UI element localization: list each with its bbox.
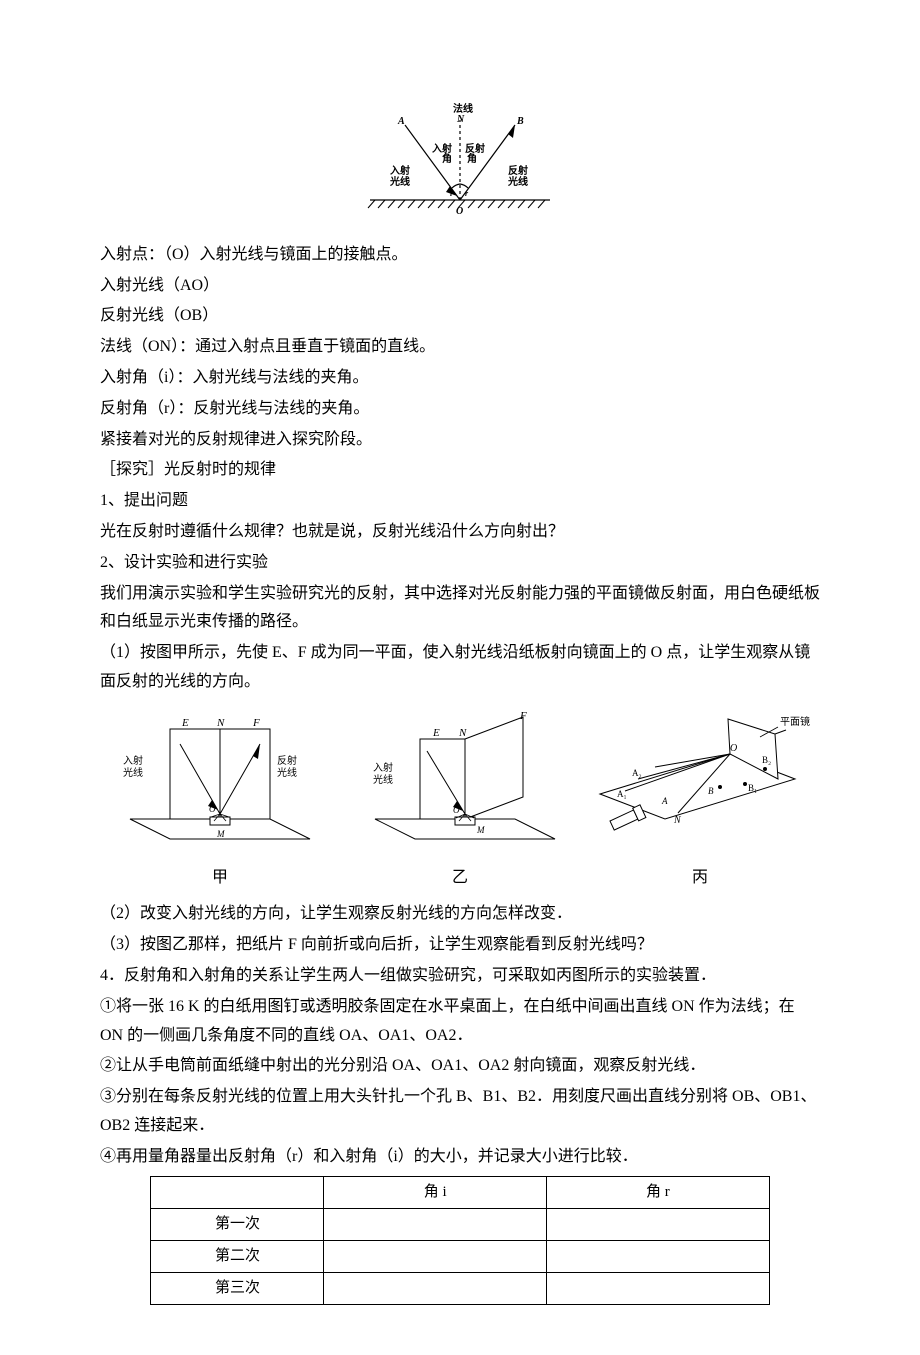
definition-incident-ray: 入射光线（AO） [100,272,820,301]
table-row: 第一次 [151,1208,769,1240]
definition-incidence-point: 入射点：（O）入射光线与镜面上的接触点。 [100,241,820,270]
step-2-sub3: （3）按图乙那样，把纸片 F 向前折或向后折，让学生观察能看到反射光线吗？ [100,931,820,960]
caption-jia: 甲 [100,864,340,893]
svg-text:B₁: B₁ [748,783,757,793]
svg-text:反射: 反射 [277,755,297,767]
svg-text:E: E [432,727,440,739]
cell-i-2 [324,1240,547,1272]
label-ref-angle-2: 角 [467,152,477,165]
transition-text: 紧接着对光的反射规律进入探究阶段。 [100,426,820,455]
step-2-sub1: （1）按图甲所示，先使 E、F 成为同一平面，使入射光线沿纸板射向镜面上的 O … [100,639,820,697]
svg-text:A₂: A₂ [632,768,642,778]
table-header-r: 角 r [547,1176,770,1208]
label-N: N [456,114,465,125]
table-row: 第三次 [151,1272,769,1304]
svg-text:A₁: A₁ [617,789,627,799]
caption-yi: 乙 [340,864,580,893]
svg-text:光线: 光线 [277,766,297,779]
svg-text:O: O [453,805,460,815]
diagram-captions: 甲 乙 丙 [100,864,820,893]
label-ref-ray-2: 光线 [507,175,528,188]
diagram-bing: 平面镜 O N A₁ A₂ A B B₁ B₂ [580,709,820,860]
svg-text:入射: 入射 [373,762,393,774]
svg-text:M: M [216,829,225,839]
label-A: A [397,116,405,127]
diagram-jia: E N F O M 入射 光线 反射 光线 [100,709,340,860]
definition-normal: 法线（ON）：通过入射点且垂直于镜面的直线。 [100,333,820,362]
reflection-law-diagram: 法线 N A B 入射 角 反射 角 入射 光线 反射 光线 i r O [100,100,820,231]
svg-text:E: E [181,717,189,729]
table-header-blank [151,1176,324,1208]
row-label-1: 第一次 [151,1208,324,1240]
label-r: r [465,189,469,198]
step-4-sub1: ①将一张 16 K 的白纸用图钉或透明胶条固定在水平桌面上，在白纸中间画出直线 … [100,993,820,1051]
svg-text:光线: 光线 [123,766,143,779]
step-2-sub2: （2）改变入射光线的方向，让学生观察反射光线的方向怎样改变． [100,900,820,929]
label-inc-ray-1: 入射 [390,164,410,177]
svg-text:B₂: B₂ [762,755,771,765]
step-4-sub3: ③分别在每条反射光线的位置上用大头针扎一个孔 B、B1、B2．用刻度尺画出直线分… [100,1083,820,1141]
svg-text:O: O [730,743,737,754]
label-ref-ray-1: 反射 [508,164,528,177]
step-2-intro: 我们用演示实验和学生实验研究光的反射，其中选择对光反射能力强的平面镜做反射面，用… [100,580,820,638]
label-inc-angle-2: 角 [442,152,452,165]
cell-i-1 [324,1208,547,1240]
caption-bing: 丙 [580,864,820,893]
label-O: O [456,206,463,217]
cell-r-3 [547,1272,770,1304]
label-inc-ray-2: 光线 [389,175,410,188]
step-4-sub4: ④再用量角器量出反射角（r）和入射角（i）的大小，并记录大小进行比较． [100,1143,820,1172]
step-2-heading: 2、设计实验和进行实验 [100,549,820,578]
svg-text:N: N [458,727,467,739]
step-4-intro: 4．反射角和入射角的关系让学生两人一组做实验研究，可采取如丙图所示的实验装置． [100,962,820,991]
definition-reflection-angle: 反射角（r）：反射光线与法线的夹角。 [100,395,820,424]
label-B: B [516,116,524,127]
section-explore-heading: ［探究］光反射时的规律 [100,456,820,485]
diagram-yi: E N F O M 入射 光线 [340,709,580,860]
svg-text:光线: 光线 [373,773,393,786]
svg-text:B: B [708,786,714,796]
step-4-sub2: ②让从手电筒前面纸缝中射出的光分别沿 OA、OA1、OA2 射向镜面，观察反射光… [100,1052,820,1081]
svg-text:入射: 入射 [123,755,143,767]
svg-text:平面镜: 平面镜 [780,715,810,728]
row-label-3: 第三次 [151,1272,324,1304]
definition-reflected-ray: 反射光线（OB） [100,302,820,331]
table-header-i: 角 i [324,1176,547,1208]
svg-text:O: O [209,804,216,814]
svg-text:N: N [673,815,682,826]
svg-text:F: F [252,717,260,729]
step-1-heading: 1、提出问题 [100,487,820,516]
table-row: 第二次 [151,1240,769,1272]
cell-r-2 [547,1240,770,1272]
experiment-diagrams-row: E N F O M 入射 光线 反射 光线 [100,709,820,860]
cell-r-1 [547,1208,770,1240]
svg-text:M: M [476,825,485,835]
definition-incidence-angle: 入射角（i）：入射光线与法线的夹角。 [100,364,820,393]
svg-text:A: A [661,796,668,806]
svg-text:N: N [216,717,225,729]
cell-i-3 [324,1272,547,1304]
row-label-2: 第二次 [151,1240,324,1272]
svg-text:F: F [519,710,527,722]
step-1-question: 光在反射时遵循什么规律？也就是说，反射光线沿什么方向射出？ [100,518,820,547]
angle-record-table: 角 i 角 r 第一次 第二次 第三次 [150,1176,769,1305]
